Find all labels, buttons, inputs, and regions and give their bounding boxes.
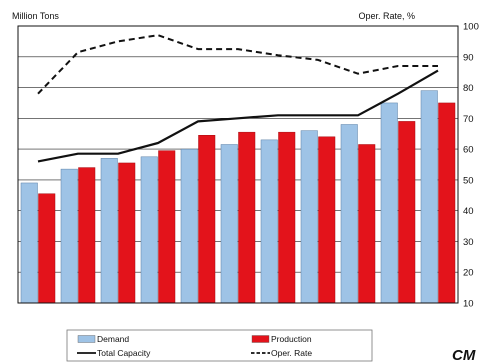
demand-bar <box>20 182 38 304</box>
y-tick-label: 20 <box>463 268 474 279</box>
demand-bar <box>220 144 238 304</box>
y-tick-label: 60 <box>463 145 474 156</box>
production-bar <box>358 144 376 304</box>
left-axis-label: Million Tons <box>12 11 59 21</box>
legend-swatch <box>251 335 270 343</box>
demand-bar <box>340 124 358 304</box>
legend-label: Total Capacity <box>97 348 151 358</box>
production-bar <box>158 150 176 304</box>
production-bar <box>438 102 456 304</box>
production-bar <box>38 193 56 304</box>
demand-bar <box>420 90 438 304</box>
legend-label: Demand <box>97 334 129 344</box>
y-tick-label: 10 <box>463 299 474 310</box>
demand-bar <box>180 148 198 304</box>
logo-mark: CM <box>452 347 476 364</box>
production-bar <box>398 121 416 304</box>
y-tick-label: 70 <box>463 114 474 125</box>
production-bar <box>278 131 296 304</box>
y-tick-label: 100 <box>463 22 479 33</box>
demand-bar <box>100 158 118 304</box>
production-bar <box>238 131 256 304</box>
production-bar <box>78 167 96 304</box>
legend-label: Oper. Rate <box>271 348 312 358</box>
demand-bar <box>140 156 158 304</box>
demand-bar <box>380 102 398 304</box>
y-tick-label: 90 <box>463 52 474 63</box>
series-lines <box>37 34 439 163</box>
y-tick-label: 50 <box>463 175 474 186</box>
production-bar <box>318 136 336 304</box>
right-axis-label: Oper. Rate, % <box>358 11 415 21</box>
total-capacity-line <box>37 69 439 163</box>
right-axis-ticks: 10 20 30 40 50 60 70 80 90 100 <box>463 22 479 310</box>
legend-label: Production <box>271 334 312 344</box>
legend: Demand Production Total Capacity Oper. Rate <box>66 329 373 362</box>
y-tick-label: 30 <box>463 237 474 248</box>
production-bar <box>198 135 216 304</box>
demand-bar <box>60 168 78 304</box>
y-tick-label: 80 <box>463 83 474 94</box>
legend-box <box>66 329 373 362</box>
plot-frame <box>17 25 459 304</box>
demand-bar <box>260 139 278 304</box>
legend-swatch <box>77 335 96 343</box>
y-tick-label: 40 <box>463 206 474 217</box>
oper-rate-line <box>37 34 438 95</box>
bars <box>20 90 456 304</box>
demand-bar <box>300 130 318 304</box>
production-bar <box>118 162 136 304</box>
